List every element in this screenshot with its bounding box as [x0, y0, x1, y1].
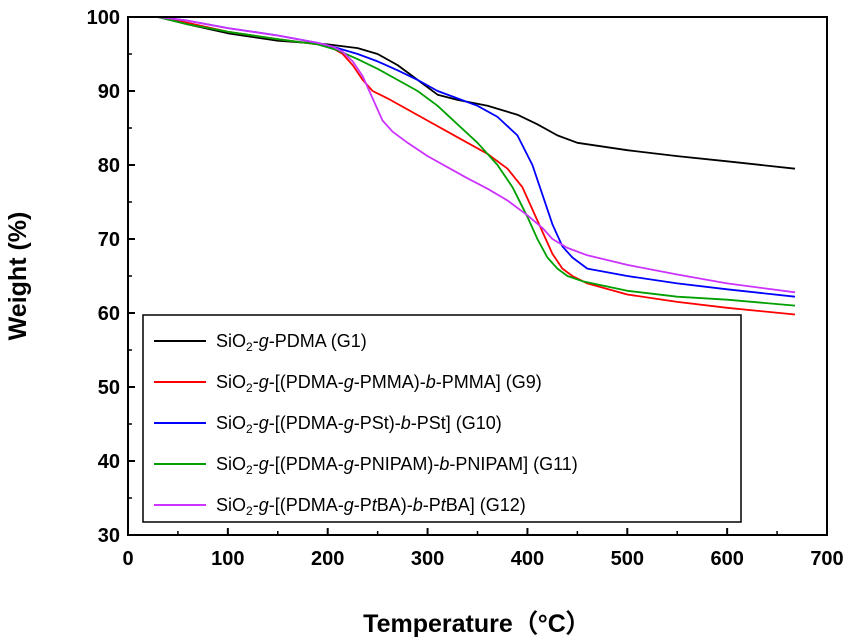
series-layer	[157, 16, 796, 316]
y-tick-label: 100	[87, 7, 120, 29]
legend-label-G9: SiO2-g-[(PDMA-g-PMMA)-b-PMMA] (G9)	[216, 372, 542, 395]
legend-label-G12: SiO2-g-[(PDMA-g-PtBA)-b-PtBA] (G12)	[216, 495, 526, 518]
series-line-G12	[157, 16, 796, 294]
x-tick-label: 700	[810, 548, 843, 570]
y-tick-label: 70	[98, 229, 120, 251]
series-line-G11	[157, 16, 796, 307]
y-axis: 30 40 50 60 70 80 90 100	[87, 7, 135, 547]
x-tick-label: 100	[211, 548, 244, 570]
y-axis-title: Weight (%)	[4, 212, 32, 341]
y-tick-label: 40	[98, 451, 120, 473]
x-tick-label: 500	[611, 548, 644, 570]
legend-label-G11: SiO2-g-[(PDMA-g-PNIPAM)-b-PNIPAM] (G11)	[216, 454, 578, 477]
y-tick-label: 90	[98, 81, 120, 103]
x-axis: 0 100 200 300 400 500 600 700	[122, 528, 844, 570]
series-line-G1	[157, 16, 796, 170]
x-tick-label: 200	[311, 548, 344, 570]
x-tick-label: 0	[122, 548, 133, 570]
legend-label-G10: SiO2-g-[(PDMA-g-PSt)-b-PSt] (G10)	[216, 413, 502, 436]
y-tick-label: 60	[98, 303, 120, 325]
x-tick-label: 400	[511, 548, 544, 570]
x-axis-title: Temperature（°C）	[363, 609, 591, 638]
x-tick-label: 600	[710, 548, 743, 570]
legend-box	[142, 314, 742, 523]
legend-label-G1: SiO2-g-PDMA (G1)	[216, 331, 367, 354]
series-line-G10	[157, 16, 796, 298]
x-tick-label: 300	[411, 548, 444, 570]
y-tick-label: 80	[98, 155, 120, 177]
y-tick-label: 30	[98, 525, 120, 547]
series-line-G9	[157, 16, 796, 316]
legend: SiO2-g-PDMA (G1) SiO2-g-[(PDMA-g-PMMA)-b-…	[142, 314, 742, 523]
legend-items: SiO2-g-PDMA (G1) SiO2-g-[(PDMA-g-PMMA)-b-…	[154, 331, 578, 518]
y-tick-label: 50	[98, 377, 120, 399]
